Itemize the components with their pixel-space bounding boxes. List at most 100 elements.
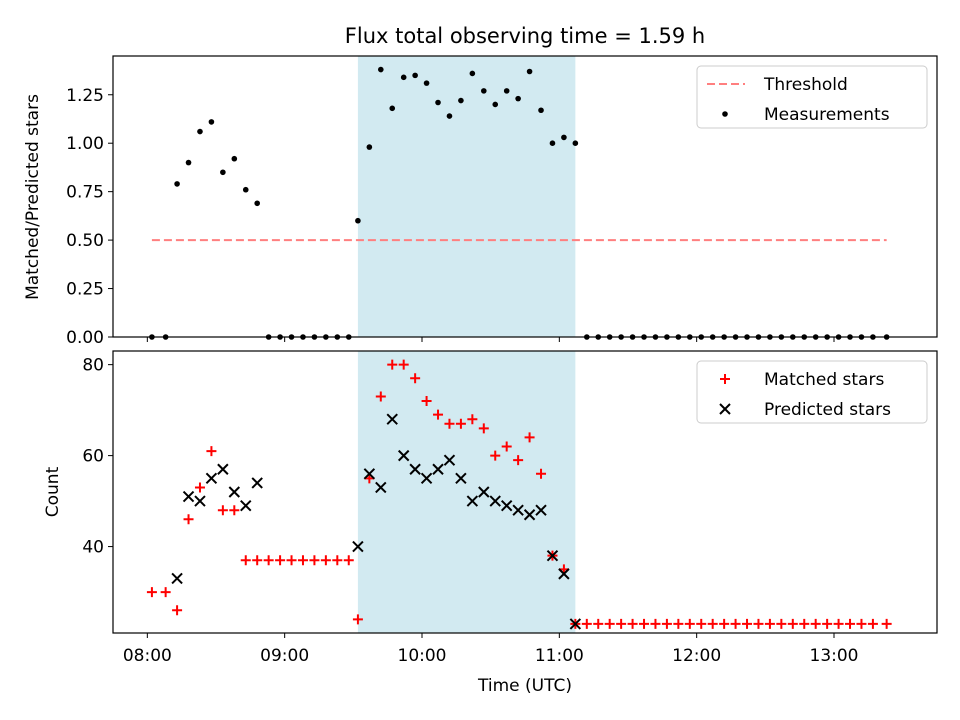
legend-box <box>696 360 928 424</box>
predicted-star-point <box>386 413 398 425</box>
matched-star-point <box>309 555 320 566</box>
measurement-point <box>197 128 203 135</box>
matched-star-point <box>604 618 615 629</box>
highlight-span <box>357 351 576 633</box>
predicted-star-point <box>500 499 513 512</box>
matched-star-point <box>263 555 274 566</box>
measurement-point <box>378 66 384 73</box>
measurement-point <box>515 95 521 102</box>
measurement-point <box>446 113 453 119</box>
matched-star-point <box>513 455 524 466</box>
predicted-star-point <box>455 472 467 485</box>
matched-star-point <box>867 618 878 629</box>
measurement-point <box>231 155 238 162</box>
matched-star-point <box>172 605 183 616</box>
measurement-point <box>492 101 499 108</box>
matched-star-point <box>593 618 604 629</box>
measurement-point <box>549 140 556 147</box>
predicted-star-point <box>251 477 263 489</box>
predicted-star-point <box>420 472 433 485</box>
x-tick-label: 12:00 <box>672 646 721 666</box>
matched-star-point <box>410 373 421 384</box>
measurement-point <box>185 159 192 166</box>
measurement-point <box>526 68 533 75</box>
matched-star-point <box>217 505 228 516</box>
y-tick-label: 0.50 <box>66 231 104 251</box>
legend-box <box>696 65 928 129</box>
y-tick-label: 0.75 <box>66 183 104 203</box>
axes-frame <box>112 55 938 338</box>
legend-label: Threshold <box>763 75 848 95</box>
predicted-star-point <box>558 568 570 580</box>
matched-star-point <box>194 482 205 493</box>
predicted-star-point <box>194 495 206 507</box>
x-tick-label: 10:00 <box>398 646 447 666</box>
matched-star-point <box>467 414 478 425</box>
x-tick-label: 11:00 <box>535 646 584 666</box>
matched-star-point <box>719 618 730 629</box>
y-tick-label: 80 <box>82 356 104 376</box>
measurement-point <box>400 74 407 81</box>
predicted-star-point <box>569 618 582 630</box>
measurement-point <box>572 140 579 147</box>
legend-predicted-swatch <box>719 403 731 415</box>
matched-star-point <box>616 618 627 629</box>
legend-label: Measurements <box>764 105 890 125</box>
predicted-star-point <box>535 504 547 516</box>
matched-star-point <box>639 618 650 629</box>
predicted-star-point <box>443 454 456 466</box>
axes-frame <box>112 350 938 634</box>
predicted-star-point <box>217 463 229 475</box>
y-tick-label: 1.00 <box>66 134 104 154</box>
predicted-star-point <box>205 472 218 485</box>
matched-star-point <box>673 618 684 629</box>
matched-star-point <box>650 618 661 629</box>
bottom-ylabel: Count <box>43 466 63 517</box>
matched-star-point <box>206 446 217 457</box>
matched-star-point <box>490 450 501 461</box>
matched-star-point <box>684 618 695 629</box>
matched-star-point <box>822 618 833 629</box>
matched-star-point <box>375 391 386 402</box>
matched-star-point <box>444 418 455 429</box>
measurement-point <box>435 99 441 106</box>
measurement-point <box>538 107 544 114</box>
measurement-point <box>174 181 180 187</box>
matched-star-point <box>730 618 741 629</box>
predicted-star-point <box>512 504 524 516</box>
matched-star-point <box>478 423 489 434</box>
matched-star-point <box>455 418 466 429</box>
y-tick-label: 1.25 <box>66 86 104 106</box>
measurement-point <box>503 88 510 94</box>
y-tick-label: 0.00 <box>66 328 104 348</box>
chart-title: Flux total observing time = 1.59 h <box>345 24 705 48</box>
matched-star-point <box>581 618 592 629</box>
matched-star-point <box>536 468 547 479</box>
bottom-xlabel: Time (UTC) <box>477 676 572 696</box>
matched-star-point <box>275 555 286 566</box>
matched-star-point <box>810 618 821 629</box>
predicted-star-point <box>546 549 559 562</box>
predicted-star-point <box>352 540 364 553</box>
measurement-point <box>355 217 361 224</box>
measurement-point <box>366 144 373 150</box>
predicted-star-point <box>363 468 376 480</box>
matched-star-point <box>524 432 535 443</box>
matched-star-point <box>343 555 354 566</box>
predicted-star-point <box>489 495 501 507</box>
measurement-point <box>412 72 418 79</box>
highlight-span <box>357 56 576 337</box>
predicted-star-point <box>228 486 241 498</box>
predicted-star-point <box>478 486 490 498</box>
measurement-point <box>254 200 260 207</box>
predicted-star-point <box>375 481 387 494</box>
measurement-point <box>389 105 396 112</box>
matched-star-point <box>787 618 798 629</box>
predicted-star-point <box>240 499 252 512</box>
matched-star-point <box>501 441 512 452</box>
measurement-point <box>481 88 487 94</box>
matched-star-point <box>332 555 343 566</box>
matched-star-point <box>297 555 308 566</box>
matched-star-point <box>707 618 718 629</box>
